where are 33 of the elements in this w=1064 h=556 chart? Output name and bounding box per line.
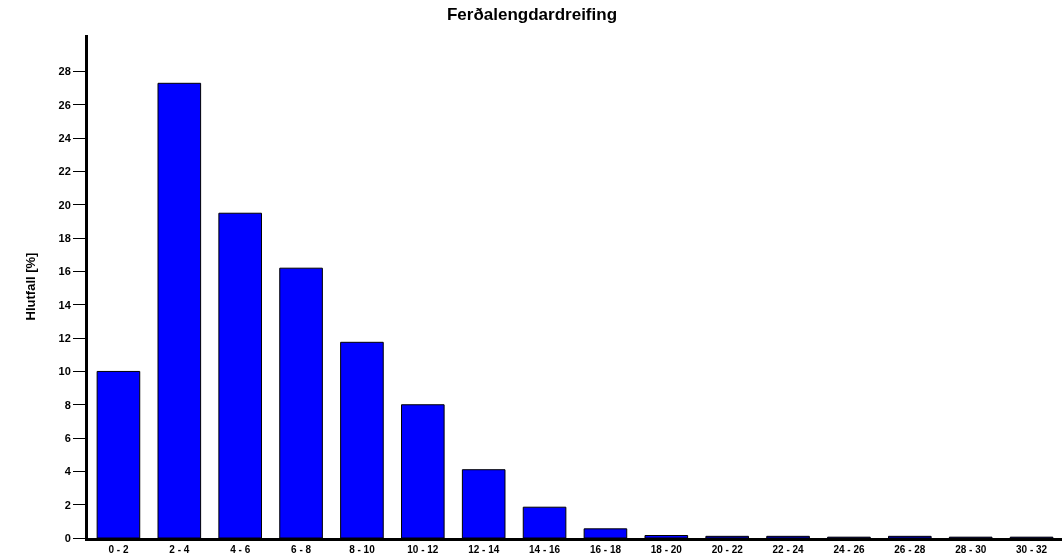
y-tick-label: 10 [58,365,71,378]
y-tick-label: 6 [64,431,71,444]
y-tick-label: 20 [58,198,71,211]
chart-title: Ferðalengdardreifing [446,5,618,25]
y-tick-label: 4 [64,465,72,478]
x-tick-label: 30 - 32 [1015,544,1048,555]
x-tick-label: 0 - 2 [108,544,129,555]
x-tick-label: 16 - 18 [589,544,622,555]
x-tick-label: 28 - 30 [955,544,987,555]
x-tick-label: 20 - 22 [711,544,744,555]
x-tick-label: 18 - 20 [650,544,683,555]
y-tick-label: 26 [58,98,71,111]
y-tick-label: 24 [58,132,72,145]
x-tick-label: 26 - 28 [894,544,926,555]
y-tick-label: 0 [64,531,71,544]
x-tick-label: 4 - 6 [230,544,251,555]
x-tick-label: 10 - 12 [407,544,439,555]
y-tick-label: 2 [64,498,71,511]
x-tick-label: 12 - 14 [468,544,500,555]
x-tick-label: 22 - 24 [772,544,805,555]
y-tick-label: 16 [58,265,71,278]
y-axis-title: Hlutfall [%] [23,252,39,321]
x-tick-label: 24 - 26 [833,544,865,555]
y-tick-label: 28 [58,65,71,78]
x-tick-label: 8 - 10 [349,544,376,555]
x-tick-label: 6 - 8 [291,544,312,555]
y-tick-label: 14 [58,298,72,311]
y-tick-label: 22 [58,165,71,178]
x-tick-label: 14 - 16 [528,544,561,555]
x-tick-label: 2 - 4 [169,544,190,555]
y-tick-label: 12 [58,331,71,344]
y-tick-label: 8 [64,398,71,411]
y-tick-label: 18 [58,232,71,245]
